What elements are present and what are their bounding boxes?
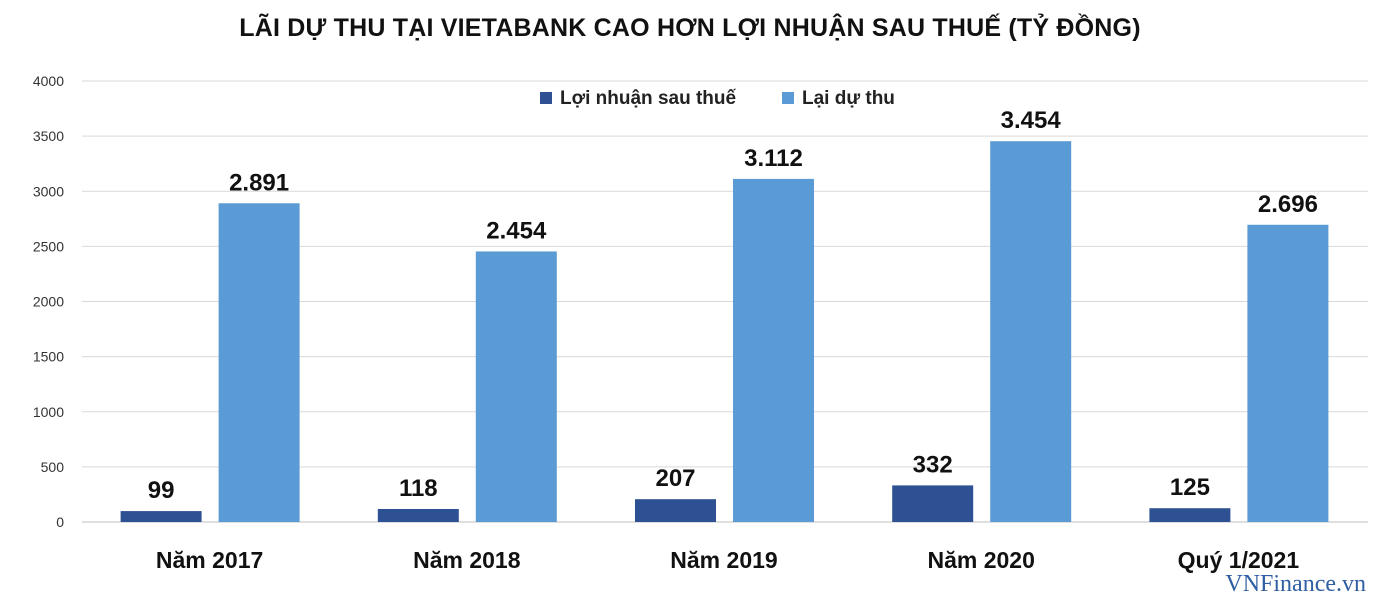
- x-tick-label: Năm 2019: [670, 547, 777, 573]
- y-tick-label: 500: [41, 459, 65, 475]
- y-tick-label: 4000: [33, 73, 64, 89]
- data-label: 207: [655, 465, 695, 492]
- data-label: 125: [1170, 474, 1210, 501]
- bar: [120, 511, 202, 522]
- bar: [990, 141, 1072, 522]
- x-tick-label: Năm 2020: [927, 547, 1034, 573]
- bar: [635, 499, 716, 522]
- chart-title: LÃI DỰ THU TẠI VIETABANK CAO HƠN LỢI NHU…: [239, 14, 1141, 42]
- y-tick-label: 1500: [33, 349, 64, 365]
- y-tick-label: 3500: [33, 128, 64, 144]
- data-label: 3.454: [1001, 107, 1062, 134]
- data-label: 2.696: [1258, 191, 1318, 218]
- legend-label: Lợi nhuận sau thuế: [560, 88, 736, 109]
- data-label: 332: [913, 451, 953, 478]
- data-label: 2.891: [229, 169, 289, 196]
- x-tick-label: Năm 2018: [413, 547, 521, 573]
- bar: [475, 251, 557, 522]
- legend-swatch: [540, 92, 552, 104]
- data-label: 3.112: [744, 145, 803, 172]
- data-label: 118: [399, 475, 438, 502]
- legend-label: Lại dự thu: [802, 88, 895, 109]
- y-tick-label: 0: [56, 514, 64, 530]
- y-tick-label: 2500: [33, 238, 64, 254]
- watermark: VNFinance.vn: [1225, 571, 1366, 597]
- bar: [1149, 508, 1231, 522]
- bar: [377, 508, 459, 522]
- x-tick-label: Quý 1/2021: [1178, 547, 1300, 573]
- bar: [1247, 224, 1329, 523]
- y-tick-label: 2000: [33, 294, 64, 310]
- x-tick-label: Năm 2017: [156, 547, 263, 573]
- data-label: 99: [148, 477, 175, 504]
- y-tick-label: 1000: [33, 404, 64, 420]
- data-label: 2.454: [486, 217, 547, 244]
- bar: [218, 203, 300, 522]
- bar: [892, 485, 974, 522]
- y-tick-label: 3000: [33, 183, 64, 199]
- legend-swatch: [782, 92, 794, 104]
- bar: [733, 178, 814, 523]
